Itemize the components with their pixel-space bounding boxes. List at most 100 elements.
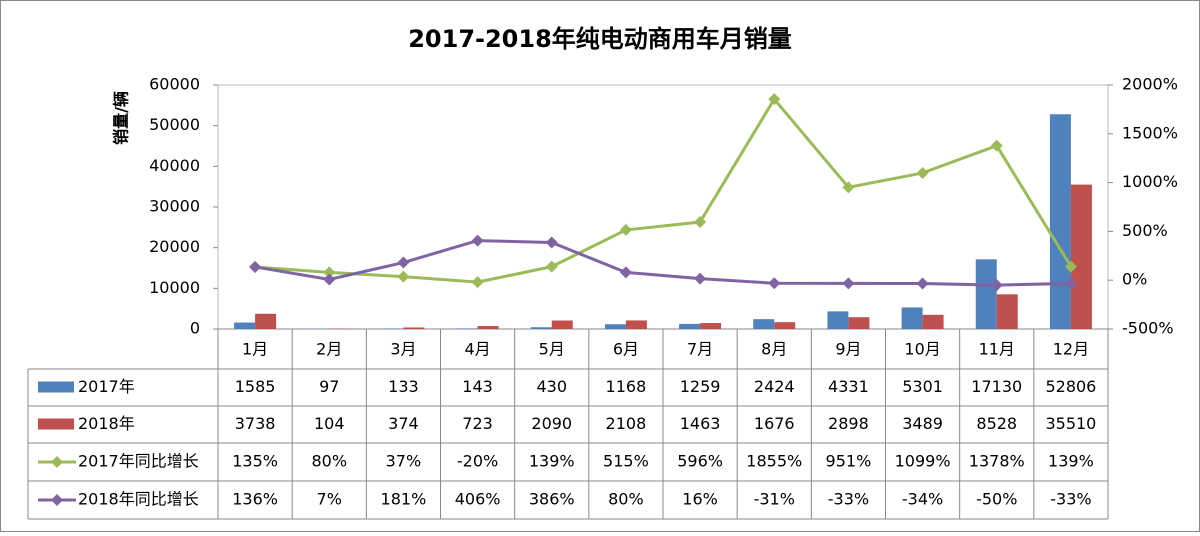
y2-tick-label: 0%: [1122, 270, 1147, 289]
x-tick-label: 6月: [613, 340, 639, 359]
bar: [531, 327, 552, 329]
table-cell: 4331: [828, 377, 869, 396]
bar: [457, 328, 478, 329]
legend-label: 2017年同比增长: [78, 452, 199, 471]
y-tick-label: 0: [190, 319, 200, 338]
table-cell: 1378%: [969, 452, 1025, 471]
table-cell: -33%: [828, 490, 869, 509]
bar: [478, 326, 499, 329]
table-cell: 1259: [680, 377, 721, 396]
table-cell: 143: [462, 377, 493, 396]
bar: [679, 324, 700, 329]
table-cell: 3738: [235, 414, 276, 433]
table-cell: -50%: [976, 490, 1017, 509]
y-tick-label: 60000: [149, 75, 200, 94]
bar: [997, 294, 1018, 329]
bar: [382, 328, 403, 329]
y-tick-label: 20000: [149, 237, 200, 256]
x-tick-label: 9月: [835, 340, 861, 359]
bar: [902, 307, 923, 329]
y2-tick-label: 2000%: [1122, 75, 1178, 94]
bar: [848, 317, 869, 329]
table-cell: 1168: [606, 377, 647, 396]
table-cell: 17130: [971, 377, 1022, 396]
x-tick-label: 11月: [979, 340, 1015, 359]
y2-tick-label: 500%: [1122, 221, 1168, 240]
x-tick-label: 4月: [464, 340, 490, 359]
bar: [976, 259, 997, 329]
bar: [552, 321, 573, 329]
bar: [1050, 114, 1071, 329]
table-cell: -20%: [457, 452, 498, 471]
x-tick-label: 8月: [761, 340, 787, 359]
y-tick-label: 40000: [149, 156, 200, 175]
table-cell: 723: [462, 414, 493, 433]
chart-title: 2017-2018年纯电动商用车月销量: [408, 25, 792, 53]
y2-tick-label: 1000%: [1122, 172, 1178, 191]
bar: [827, 311, 848, 329]
bar: [1071, 185, 1092, 329]
table-cell: 7%: [317, 490, 342, 509]
table-cell: 80%: [311, 452, 347, 471]
table-cell: 2090: [531, 414, 572, 433]
table-cell: 374: [388, 414, 419, 433]
legend-label: 2017年: [78, 377, 135, 396]
table-cell: 2898: [828, 414, 869, 433]
y-tick-label: 50000: [149, 115, 200, 134]
y-tick-label: 30000: [149, 197, 200, 216]
x-tick-label: 2月: [316, 340, 342, 359]
table-cell: 430: [536, 377, 567, 396]
table-cell: 16%: [682, 490, 718, 509]
table-cell: 139%: [529, 452, 575, 471]
table-cell: 2108: [606, 414, 647, 433]
x-tick-label: 7月: [687, 340, 713, 359]
legend-swatch: [38, 382, 74, 393]
bar: [923, 315, 944, 329]
table-cell: 8528: [976, 414, 1017, 433]
legend-label: 2018年: [78, 414, 135, 433]
table-cell: 2424: [754, 377, 795, 396]
table-cell: 136%: [232, 490, 278, 509]
table-cell: 80%: [608, 490, 644, 509]
bar: [753, 319, 774, 329]
x-tick-label: 12月: [1053, 340, 1089, 359]
bar: [774, 322, 795, 329]
legend-label: 2018年同比增长: [78, 490, 199, 509]
bar: [605, 324, 626, 329]
table-cell: 135%: [232, 452, 278, 471]
bar: [403, 327, 424, 329]
legend-swatch: [38, 419, 74, 430]
table-cell: 406%: [455, 490, 501, 509]
x-tick-label: 5月: [539, 340, 565, 359]
table-cell: 3489: [902, 414, 943, 433]
table-cell: 951%: [826, 452, 872, 471]
table-cell: 596%: [677, 452, 723, 471]
table-cell: 52806: [1045, 377, 1096, 396]
table-cell: -31%: [754, 490, 795, 509]
table-cell: 1855%: [746, 452, 802, 471]
table-cell: 133: [388, 377, 419, 396]
table-cell: 515%: [603, 452, 649, 471]
table-cell: 5301: [902, 377, 943, 396]
table-cell: -34%: [902, 490, 943, 509]
table-cell: -33%: [1050, 490, 1091, 509]
table-cell: 97: [319, 377, 339, 396]
x-tick-label: 1月: [242, 340, 268, 359]
y2-tick-label: 1500%: [1122, 123, 1178, 142]
table-cell: 139%: [1048, 452, 1094, 471]
table-cell: 181%: [381, 490, 427, 509]
table-cell: 386%: [529, 490, 575, 509]
x-tick-label: 10月: [904, 340, 940, 359]
table-cell: 37%: [386, 452, 422, 471]
table-cell: 35510: [1045, 414, 1096, 433]
y-axis-label: 销量/辆: [112, 91, 131, 145]
bar: [255, 314, 276, 329]
table-cell: 1463: [680, 414, 721, 433]
bar: [626, 320, 647, 329]
table-cell: 1676: [754, 414, 795, 433]
bar: [700, 323, 721, 329]
table-cell: 1099%: [895, 452, 951, 471]
table-cell: 104: [314, 414, 345, 433]
y2-tick-label: -500%: [1122, 319, 1174, 338]
